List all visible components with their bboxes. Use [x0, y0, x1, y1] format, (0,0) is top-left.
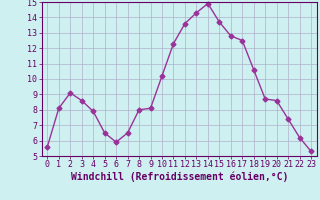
- X-axis label: Windchill (Refroidissement éolien,°C): Windchill (Refroidissement éolien,°C): [70, 172, 288, 182]
